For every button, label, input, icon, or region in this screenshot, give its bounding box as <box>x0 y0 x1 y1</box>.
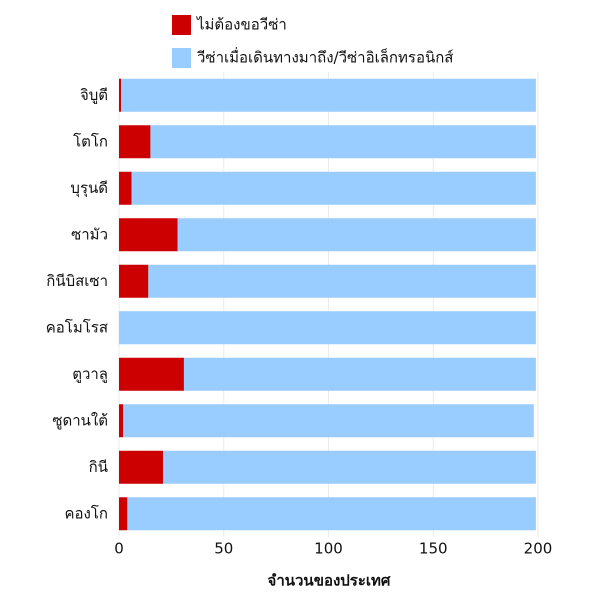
x-tick-label: 150 <box>419 540 448 558</box>
bar-segment <box>148 264 536 298</box>
y-tick-label: ตูวาลู <box>72 365 108 383</box>
bar-segment <box>119 450 163 484</box>
y-tick-label: กินีบิสเซา <box>46 272 108 290</box>
x-tick-label: 50 <box>214 540 233 558</box>
legend-label: วีซ่าเมื่อเดินทางมาถึง/วีซ่าอิเล็กทรอนิก… <box>196 47 453 67</box>
bar-segment <box>177 218 536 252</box>
y-tick-label: คองโก <box>64 504 108 522</box>
y-tick-label: โตโก <box>73 132 108 150</box>
x-tick-label: 200 <box>524 540 553 558</box>
bar-segment <box>119 78 122 112</box>
bar-segment <box>162 450 536 484</box>
bar-segment <box>119 264 149 298</box>
y-tick-label: ซามัว <box>71 225 108 243</box>
legend-label: ไม่ต้องขอวีซ่า <box>196 16 287 34</box>
bar-segment <box>119 171 132 205</box>
y-tick-label: ซูดานใต้ <box>52 411 108 429</box>
bar-segment <box>119 497 128 531</box>
bar-segment <box>119 311 536 345</box>
y-tick-label: กินี <box>89 458 108 476</box>
y-tick-label: จิบูตี <box>80 86 108 104</box>
bar-segment <box>119 125 151 159</box>
x-axis-label: จำนวนของประเทศ <box>268 572 391 590</box>
legend-swatch <box>172 48 191 68</box>
legend-swatch <box>172 15 191 35</box>
bar-segment <box>121 78 536 112</box>
bar-segment <box>131 171 536 205</box>
bar-segment <box>119 357 184 391</box>
y-tick-label: บุรุนดี <box>70 179 108 198</box>
bar-segment <box>123 404 534 438</box>
x-tick-label: 100 <box>314 540 343 558</box>
x-tick-label: 0 <box>114 540 124 558</box>
bar-segment <box>183 357 536 391</box>
y-tick-label: คอโมโรส <box>46 318 108 336</box>
bar-segment <box>127 497 536 531</box>
bar-segment <box>150 125 536 159</box>
bar-segment <box>119 404 124 438</box>
bar-segment <box>119 218 178 252</box>
